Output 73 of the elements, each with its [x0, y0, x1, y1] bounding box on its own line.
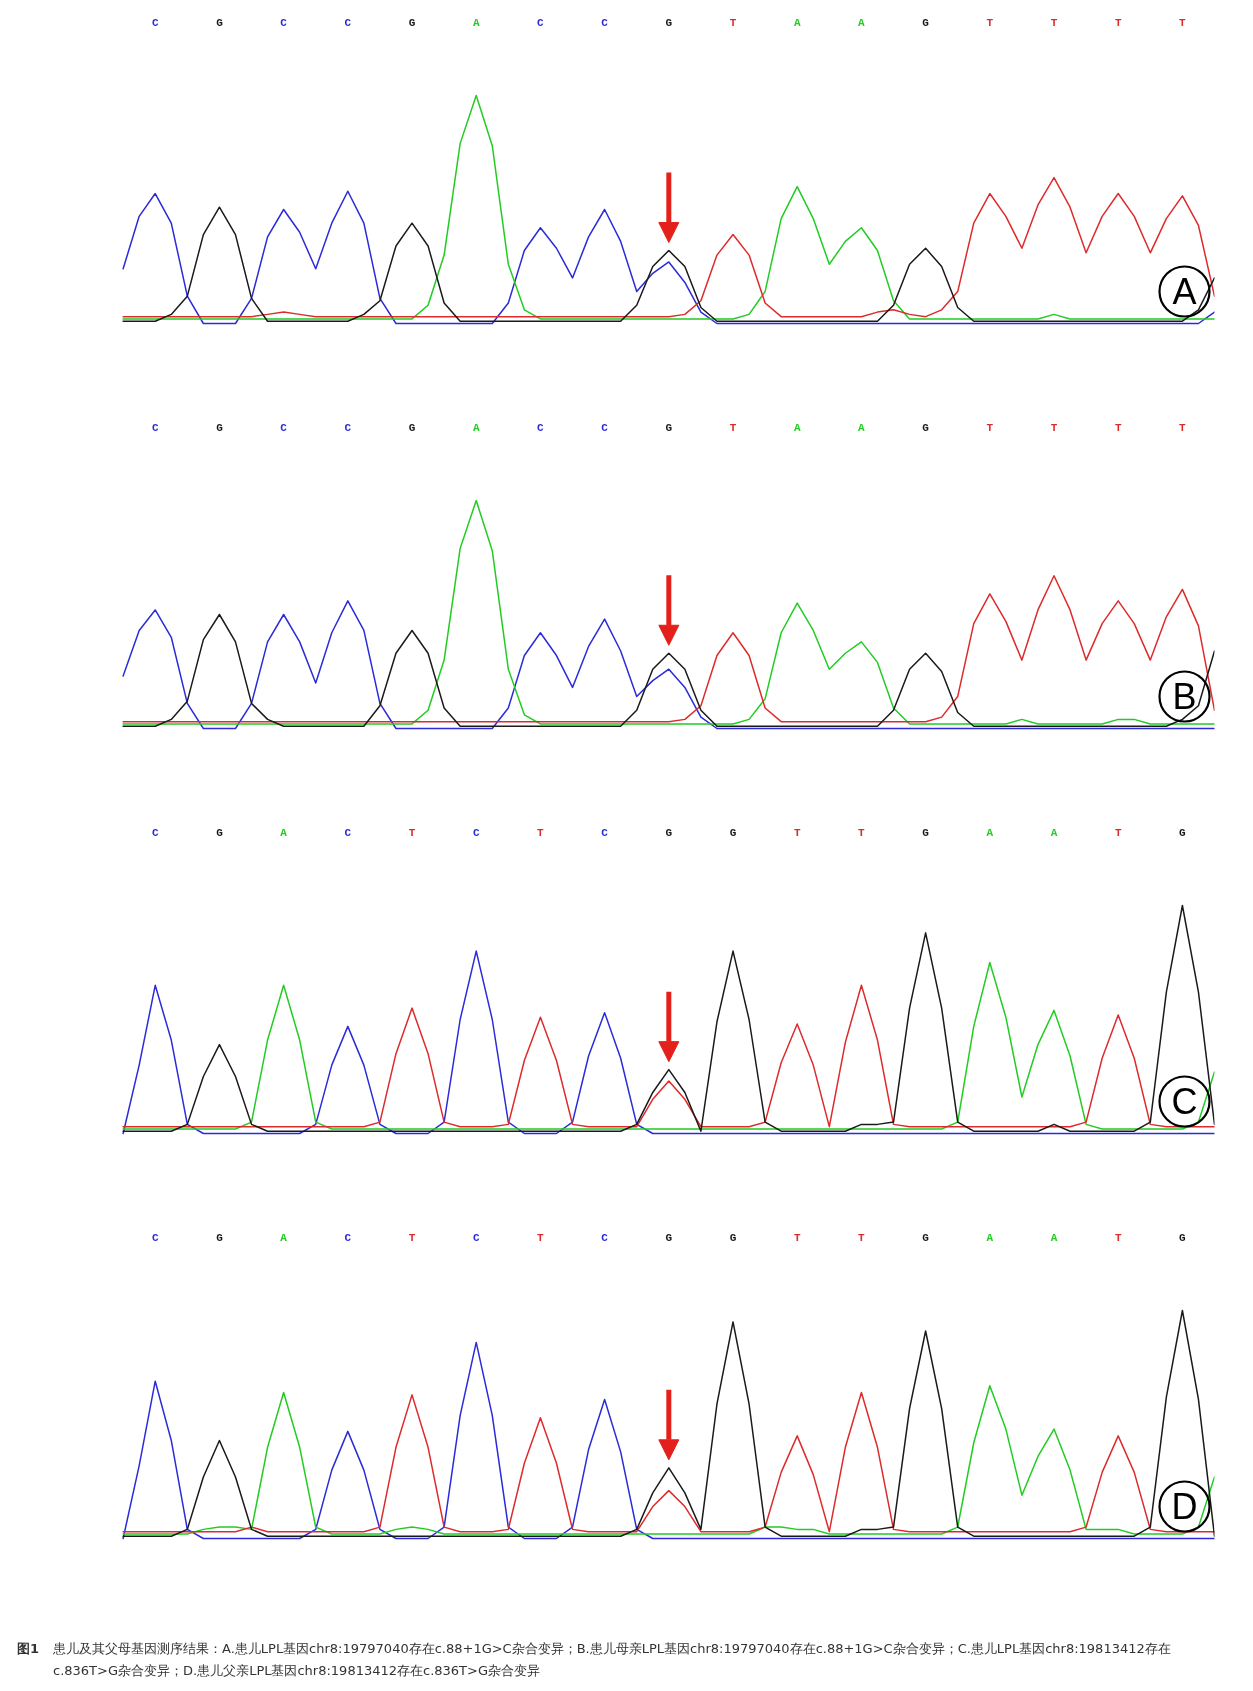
x-tick-label: C: [537, 16, 545, 29]
x-tick-label: G: [729, 1231, 737, 1244]
x-tick-label: A: [1050, 826, 1058, 839]
x-tick-label: A: [1050, 1231, 1058, 1244]
x-tick-label: C: [601, 16, 609, 29]
x-tick-label: A: [858, 16, 866, 29]
x-tick-label: T: [986, 421, 994, 434]
x-tick-label: T: [986, 16, 994, 29]
x-tick-label: C: [472, 826, 480, 839]
x-tick-label: G: [922, 421, 930, 434]
x-tick-label: A: [280, 1231, 288, 1244]
x-tick-label: C: [601, 421, 609, 434]
x-tick-label: T: [793, 1231, 801, 1244]
x-tick-label: A: [858, 421, 866, 434]
x-tick-label: A: [793, 421, 801, 434]
x-tick-label: T: [408, 826, 416, 839]
caption: 图1 患儿及其父母基因测序结果：A.患儿LPL基因chr8:19797040存在c.88+1G>C杂合变异；B.患儿母亲LPL基因chr8:19797040存在c.88+1G>C杂合变异；C.患儿LPL基因chr8:19813412存在c.836T>G杂合变异；D.患儿父亲LPL基因chr8:19813412存在c.836T>G杂合变异: [17, 1640, 1172, 1680]
x-tick-label: A: [472, 16, 480, 29]
x-tick-label: A: [986, 826, 994, 839]
x-tick-label: G: [216, 1231, 224, 1244]
x-tick-label: C: [151, 421, 159, 434]
x-tick-label: C: [344, 1231, 352, 1244]
x-tick-label: T: [858, 826, 866, 839]
x-tick-label: G: [665, 16, 673, 29]
x-tick-label: C: [344, 16, 352, 29]
x-tick-label: G: [665, 421, 673, 434]
x-tick-label: C: [280, 421, 288, 434]
x-tick-label: C: [601, 1231, 609, 1244]
text: C: [1171, 1081, 1198, 1122]
x-tick-label: C: [344, 421, 352, 434]
x-tick-label: G: [922, 16, 930, 29]
x-tick-label: A: [793, 16, 801, 29]
x-tick-label: A: [986, 1231, 994, 1244]
x-tick-label: C: [151, 1231, 159, 1244]
x-tick-label: T: [1050, 421, 1058, 434]
x-tick-label: C: [601, 826, 609, 839]
x-tick-label: G: [1179, 1231, 1187, 1244]
x-tick-label: G: [408, 421, 416, 434]
x-tick-label: G: [408, 16, 416, 29]
x-tick-label: C: [537, 421, 545, 434]
x-tick-label: T: [793, 826, 801, 839]
x-tick-label: T: [1114, 826, 1122, 839]
x-tick-label: G: [922, 826, 930, 839]
text: A: [1172, 271, 1197, 312]
x-tick-label: T: [1114, 1231, 1122, 1244]
x-tick-label: C: [344, 826, 352, 839]
x-tick-label: T: [858, 1231, 866, 1244]
x-tick-label: T: [1114, 16, 1122, 29]
x-tick-label: T: [537, 1231, 545, 1244]
x-tick-label: G: [665, 826, 673, 839]
x-tick-label: T: [729, 421, 737, 434]
x-tick-label: A: [280, 826, 288, 839]
x-tick-label: C: [280, 16, 288, 29]
x-tick-label: G: [665, 1231, 673, 1244]
text: B: [1172, 676, 1197, 717]
x-tick-label: T: [537, 826, 545, 839]
x-tick-label: A: [472, 421, 480, 434]
x-tick-label: C: [151, 16, 159, 29]
x-tick-label: C: [472, 1231, 480, 1244]
x-tick-label: C: [151, 826, 159, 839]
x-tick-label: T: [1050, 16, 1058, 29]
x-tick-label: G: [729, 826, 737, 839]
x-tick-label: T: [729, 16, 737, 29]
x-tick-label: G: [216, 16, 224, 29]
x-tick-label: T: [1179, 421, 1187, 434]
x-tick-label: T: [1114, 421, 1122, 434]
text: D: [1171, 1486, 1198, 1527]
x-tick-label: T: [1179, 16, 1187, 29]
x-tick-label: G: [216, 421, 224, 434]
x-tick-label: G: [1179, 826, 1187, 839]
x-tick-label: G: [216, 826, 224, 839]
x-tick-label: T: [408, 1231, 416, 1244]
x-tick-label: G: [922, 1231, 930, 1244]
